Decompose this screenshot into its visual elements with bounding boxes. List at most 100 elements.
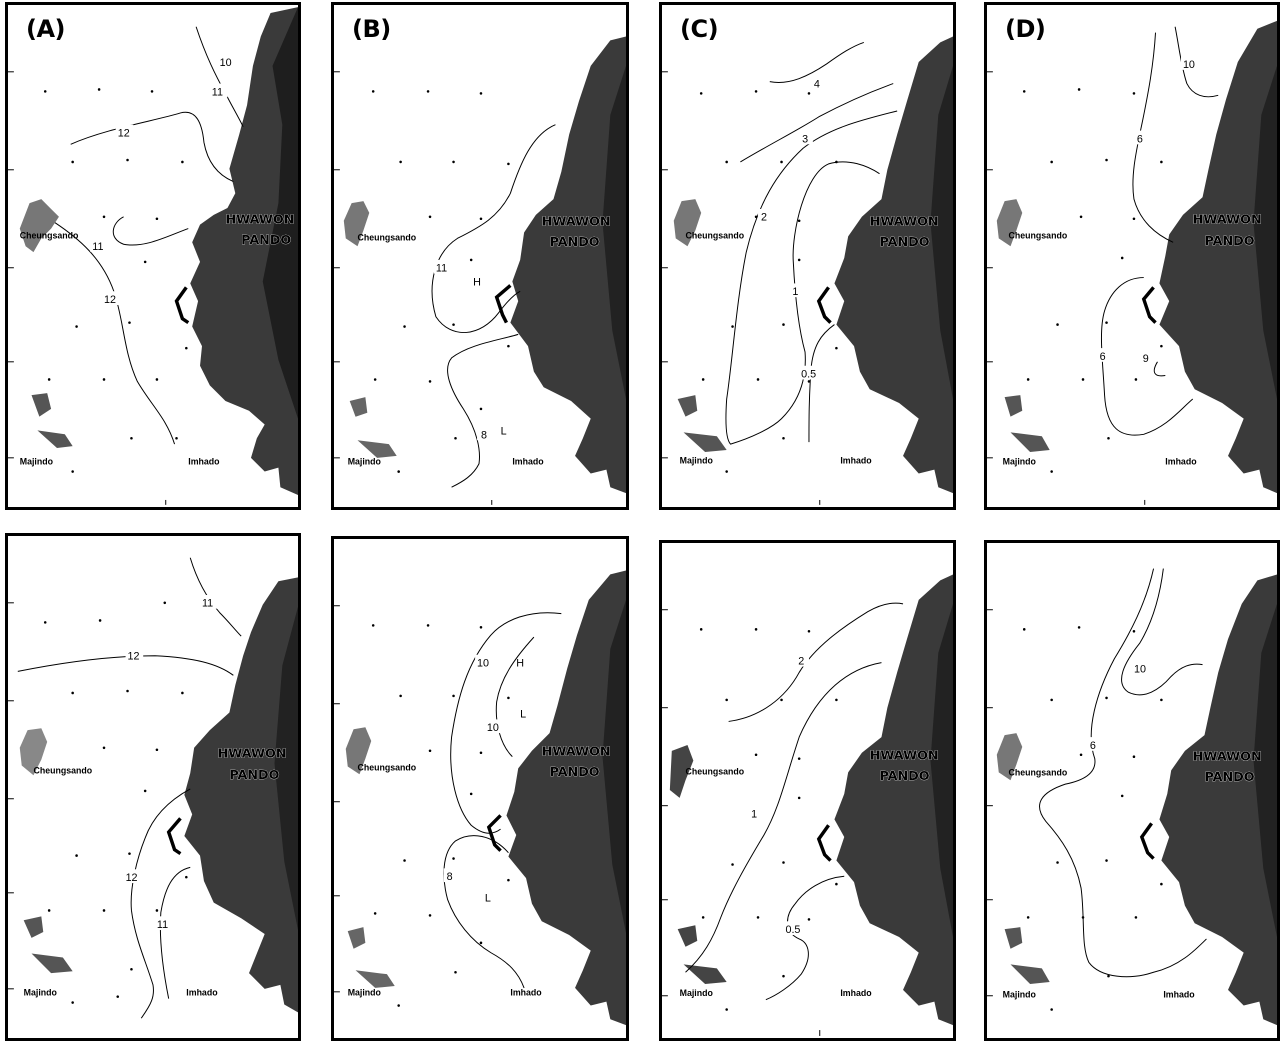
map-panel-a: 10 11 12 11 12 HWAWON PANDO Cheungsando …: [8, 7, 298, 505]
grid-ticks: [8, 602, 14, 990]
seawall: [494, 284, 512, 324]
place-labels: HWAWON PANDO Cheungsando Majindo Imhado: [348, 744, 611, 998]
contour-label: 10: [1183, 59, 1195, 71]
cheungsando-island: [673, 199, 702, 247]
cheungsando-island: [669, 744, 694, 798]
seawall: [816, 286, 832, 324]
place-labels: HWAWON PANDO Cheungsando Majindo Imhado: [680, 748, 939, 998]
grid-ticks: [8, 71, 167, 505]
cheungsando-label: Cheungsando: [358, 232, 417, 242]
stations: [699, 90, 838, 473]
cheungsando-island: [345, 727, 372, 775]
contour-label: 2: [798, 656, 804, 668]
map-panel-b: 11 8 H L HWAWON PANDO Cheungsando Majind…: [334, 36, 626, 505]
hwawon-landmass: [1159, 574, 1277, 1026]
coast-shade: [930, 65, 953, 400]
seawall: [816, 824, 832, 862]
contour-label: 11: [202, 598, 213, 610]
contour-lines: [1100, 26, 1219, 436]
map-panel-d-lower: 10 6 HWAWON PANDO Cheungsando Majindo Im…: [987, 568, 1277, 1026]
stations: [43, 601, 188, 1004]
imhado-label: Imhado: [188, 457, 220, 467]
panel-b: 11 8 H L HWAWON PANDO Cheungsando Majind…: [331, 2, 629, 510]
seawall: [486, 814, 502, 852]
cheungsando-label: Cheungsando: [1009, 230, 1068, 240]
place-labels: HWAWON PANDO Cheungsando Majindo Imhado: [348, 214, 611, 467]
place-labels: HWAWON PANDO Cheungsando Majindo Imhado: [24, 746, 287, 998]
contour-label: 10: [487, 722, 499, 734]
panel-letter: (A): [26, 15, 66, 43]
majindo-label: Majindo: [680, 988, 714, 998]
panel-letter: (B): [352, 15, 391, 43]
contour-label: 11: [212, 86, 223, 98]
cheungsando-island: [996, 733, 1023, 781]
imhado-label: Imhado: [186, 988, 218, 998]
panel-a-lower: 11 12 12 11 HWAWON PANDO Cheungsando Maj…: [5, 533, 301, 1041]
hwawon-landmass: [506, 570, 626, 1026]
coast-shade: [602, 599, 626, 934]
cheungsando-island: [19, 728, 48, 776]
place-labels: HWAWON PANDO Cheungsando Majindo Imhado: [20, 212, 295, 467]
contour-label: 11: [157, 919, 168, 931]
hwawon-landmass: [184, 577, 298, 1013]
grid-ticks: [662, 71, 821, 505]
seawall: [166, 817, 182, 856]
map-panel-c: 4 3 2 1 0.5 HWAWON PANDO Cheungsando Maj…: [662, 36, 953, 505]
stations: [371, 90, 510, 473]
map-panel-c-lower: 2 1 0.5 HWAWON PANDO Cheungsando Majindo…: [662, 574, 953, 1036]
pando-label: PANDO: [1205, 770, 1255, 785]
imhado-label: Imhado: [1165, 457, 1197, 467]
contour-label: 10: [477, 658, 489, 670]
majindo-label: Majindo: [348, 988, 382, 998]
cheungsando-island: [343, 201, 370, 247]
hwawon-label: HWAWON: [218, 747, 287, 762]
grid-ticks: [334, 71, 493, 505]
grid-ticks: [662, 609, 821, 1036]
panel-letter: (D): [1005, 15, 1046, 43]
contour-labels: 10 11 12 11 12: [90, 54, 236, 306]
stations: [371, 624, 510, 1007]
contour-label: 3: [802, 133, 808, 145]
seawall: [1141, 286, 1157, 324]
contour-label: 10: [1134, 663, 1146, 675]
hwawon-label: HWAWON: [226, 213, 295, 228]
imhado-label: Imhado: [512, 457, 544, 467]
contour-label: 6: [1090, 740, 1096, 752]
stations: [1022, 88, 1163, 473]
contour-labels: 11 12 12 11: [123, 594, 218, 931]
majindo-label: Majindo: [20, 457, 54, 467]
majindo-island: [677, 395, 727, 452]
pando-label: PANDO: [1205, 234, 1255, 249]
cheungsando-label: Cheungsando: [20, 230, 79, 240]
high-marker: H: [473, 276, 481, 288]
contour-label: 11: [436, 263, 447, 275]
grid-ticks: [334, 605, 340, 993]
cheungsando-label: Cheungsando: [686, 766, 745, 776]
contour-labels: 10 6: [1086, 660, 1150, 752]
panel-letter: (C): [680, 15, 719, 43]
contour-label: 11: [92, 241, 103, 253]
contour-label: 1: [792, 286, 798, 298]
hwawon-landmass: [190, 7, 298, 496]
contour-lines: [725, 41, 898, 445]
majindo-label: Majindo: [1003, 990, 1037, 1000]
cheungsando-island: [996, 199, 1023, 247]
grid-ticks: [987, 609, 993, 997]
majindo-island: [349, 397, 397, 458]
majindo-island: [347, 927, 395, 988]
low-marker: L: [520, 708, 526, 720]
coast-shade: [602, 65, 626, 400]
cheungsando-island: [19, 199, 59, 253]
contour-label: 0.5: [801, 368, 816, 380]
cheungsando-label: Cheungsando: [358, 762, 417, 772]
coast-shade: [1253, 65, 1277, 400]
pando-label: PANDO: [550, 235, 600, 250]
contour-label: 10: [220, 57, 232, 69]
contour-lines: [1039, 568, 1207, 978]
hwawon-label: HWAWON: [1193, 213, 1262, 228]
map-panel-b-lower: 10 10 8 H L L HWAWON PANDO Cheungsando M…: [334, 570, 626, 1026]
hwawon-landmass: [834, 36, 953, 494]
contour-label: 9: [1143, 353, 1149, 365]
coast-shade: [930, 603, 953, 937]
contour-label: 4: [814, 78, 820, 90]
